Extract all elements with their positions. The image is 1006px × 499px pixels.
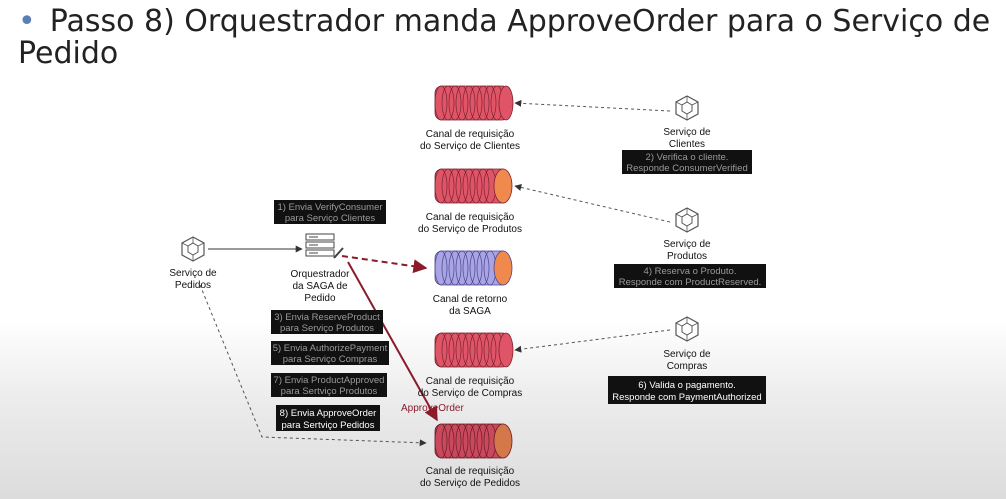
step-1-box: 1) Envia VerifyConsumer para Serviço Cli… [274, 200, 386, 224]
channel-clientes-label-1: Canal de requisição [426, 129, 515, 140]
service-clientes-label-1: Serviço de [663, 127, 711, 138]
step-4-line2: Responde com ProductReserved. [619, 277, 762, 288]
service-compras-label-1: Serviço de [663, 349, 711, 360]
orchestrator-label-1: Orquestrador [291, 269, 351, 280]
orchestrator-label-3: Pedido [304, 293, 336, 304]
step-2-line1: 2) Verifica o cliente. [646, 152, 729, 163]
step-5-line2: para Serviço Compras [283, 354, 378, 365]
bullet-icon: • [18, 4, 36, 39]
step-3-box: 3) Envia ReserveProduct para Serviço Pro… [271, 310, 383, 334]
cube-icon [675, 207, 699, 233]
step-3-line1: 3) Envia ReserveProduct [274, 312, 380, 323]
channel-pedidos-label-2: do Serviço de Pedidos [420, 478, 520, 489]
step-2-line2: Responde ConsumerVerified [626, 163, 747, 174]
channel-produtos-label-2: do Serviço de Produtos [418, 224, 522, 235]
service-produtos-label-1: Serviço de [663, 239, 711, 250]
slide-title: • Passo 8) Orquestrador manda ApproveOrde… [18, 6, 998, 70]
step-8-line1: 8) Envia ApproveOrder [280, 408, 377, 419]
cube-icon [675, 316, 699, 342]
service-produtos-label-2: Produtos [667, 251, 707, 262]
step-7-line2: para Sertviço Produtos [281, 386, 378, 397]
service-clientes: Serviço de Clientes [663, 95, 711, 150]
arrow-produtos-to-channel [514, 184, 671, 223]
channel-clientes-label-2: do Serviço de Clientes [420, 141, 520, 152]
channel-clientes: Canal de requisição do Serviço de Client… [420, 85, 520, 152]
orchestrator-label-2: da SAGA de [292, 281, 347, 292]
step-7-line1: 7) Envia ProductApproved [274, 375, 385, 386]
step-5-line1: 5) Envia AuthorizePayment [273, 343, 388, 354]
service-pedidos: Serviço de Pedidos [169, 236, 217, 291]
step-6-box: 6) Valida o pagamento. Responde com Paym… [608, 376, 766, 404]
step-6-line1: 6) Valida o pagamento. [638, 380, 736, 391]
channel-retorno: Canal de retorno da SAGA [433, 250, 513, 317]
step-6-line2: Responde com PaymentAuthorized [612, 392, 761, 403]
arrow-compras-to-channel [514, 329, 671, 353]
channel-pedidos: Canal de requisição do Serviço de Pedido… [420, 423, 520, 489]
step-4-line1: 4) Reserva o Produto. [644, 266, 737, 277]
channel-compras-label-2: do Serviço de Compras [418, 388, 523, 399]
connectors [199, 99, 671, 447]
step-8-box: 8) Envia ApproveOrder para Sertviço Pedi… [276, 405, 380, 431]
step-2-box: 2) Verifica o cliente. Responde Consumer… [622, 150, 752, 174]
channel-produtos: Canal de requisição do Serviço de Produt… [418, 168, 522, 235]
step-1-line1: 1) Envia VerifyConsumer [277, 202, 382, 213]
channel-retorno-label-2: da SAGA [449, 306, 491, 317]
arrow-approve-order [347, 261, 438, 422]
step-1-line2: para Serviço Clientes [285, 213, 376, 224]
step-3-line2: para Serviço Produtos [280, 323, 374, 334]
channel-pedidos-label-1: Canal de requisição [426, 466, 515, 477]
arrow-orchestrator-to-retorno [341, 255, 428, 274]
step-8-line2: para Sertviço Pedidos [282, 420, 375, 431]
channel-compras-label-1: Canal de requisição [426, 376, 515, 387]
service-clientes-label-2: Clientes [669, 139, 705, 150]
approve-order-arrow-label: ApproveOrder [401, 403, 464, 414]
service-produtos: Serviço de Produtos [663, 207, 711, 262]
service-compras-label-2: Compras [667, 361, 708, 372]
service-compras: Serviço de Compras [663, 316, 711, 372]
service-pedidos-label-2: Pedidos [175, 280, 211, 291]
step-7-box: 7) Envia ProductApproved para Sertviço P… [271, 373, 387, 397]
channel-produtos-label-1: Canal de requisição [426, 212, 515, 223]
channel-compras: Canal de requisição do Serviço de Compra… [418, 332, 523, 399]
step-4-box: 4) Reserva o Produto. Responde com Produ… [614, 264, 766, 288]
slide-title-text: Passo 8) Orquestrador manda ApproveOrder… [18, 4, 991, 71]
orchestrator: Orquestrador da SAGA de Pedido [291, 233, 351, 304]
channel-retorno-label-1: Canal de retorno [433, 294, 508, 305]
arrow-pedidos-service-to-channel [199, 284, 427, 447]
service-pedidos-label-1: Serviço de [169, 268, 217, 279]
orchestrator-icon [305, 233, 344, 259]
step-5-box: 5) Envia AuthorizePayment para Serviço C… [271, 341, 389, 365]
cube-icon [181, 236, 205, 262]
arrow-clientes-to-channel [514, 99, 671, 112]
cube-icon [675, 95, 699, 121]
